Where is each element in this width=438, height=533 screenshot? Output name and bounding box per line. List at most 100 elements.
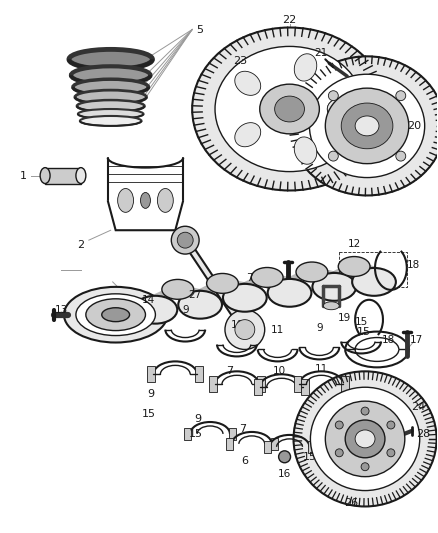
Text: 20: 20 — [407, 121, 421, 131]
Ellipse shape — [294, 54, 317, 81]
Ellipse shape — [268, 279, 311, 307]
Ellipse shape — [338, 256, 370, 277]
Bar — [195, 366, 203, 382]
Ellipse shape — [235, 123, 261, 147]
Circle shape — [235, 320, 255, 340]
Text: 14: 14 — [142, 295, 155, 305]
Ellipse shape — [157, 189, 173, 212]
Ellipse shape — [40, 168, 50, 183]
Text: 15: 15 — [357, 327, 371, 336]
Ellipse shape — [309, 74, 425, 177]
Text: 13: 13 — [54, 305, 67, 314]
Ellipse shape — [341, 103, 393, 149]
Bar — [257, 376, 265, 392]
Ellipse shape — [192, 28, 387, 190]
Ellipse shape — [325, 401, 405, 477]
Bar — [209, 376, 217, 392]
Text: 6: 6 — [241, 456, 248, 466]
Text: 18: 18 — [407, 260, 420, 270]
Text: 7: 7 — [239, 424, 247, 434]
Bar — [264, 441, 271, 453]
Ellipse shape — [71, 66, 150, 84]
Ellipse shape — [75, 90, 146, 104]
Text: 8: 8 — [301, 263, 308, 273]
Text: 26: 26 — [344, 498, 358, 508]
Ellipse shape — [162, 279, 194, 300]
Circle shape — [387, 449, 395, 457]
Ellipse shape — [80, 116, 141, 126]
Bar — [229, 428, 236, 440]
Circle shape — [335, 449, 343, 457]
Ellipse shape — [327, 98, 355, 120]
Ellipse shape — [294, 137, 317, 164]
Circle shape — [171, 226, 199, 254]
Ellipse shape — [77, 100, 145, 112]
Text: 9: 9 — [147, 389, 154, 399]
Circle shape — [361, 463, 369, 471]
Text: 5: 5 — [197, 25, 204, 35]
Text: 6: 6 — [162, 285, 169, 295]
Ellipse shape — [76, 168, 86, 183]
Bar — [148, 366, 155, 382]
Ellipse shape — [141, 192, 150, 208]
Text: 2: 2 — [78, 240, 85, 250]
Ellipse shape — [296, 262, 328, 282]
Circle shape — [279, 451, 290, 463]
Ellipse shape — [78, 109, 144, 119]
Ellipse shape — [69, 50, 152, 69]
Circle shape — [177, 232, 193, 248]
Text: 7: 7 — [246, 273, 253, 283]
Ellipse shape — [312, 273, 356, 301]
Ellipse shape — [275, 96, 304, 122]
Text: 16: 16 — [278, 469, 291, 479]
Circle shape — [396, 151, 406, 161]
Text: 9: 9 — [182, 305, 188, 314]
Text: 19: 19 — [338, 313, 351, 322]
Ellipse shape — [86, 299, 145, 330]
Bar — [339, 252, 407, 287]
Ellipse shape — [235, 71, 261, 95]
Ellipse shape — [118, 189, 134, 212]
Ellipse shape — [251, 268, 283, 287]
Ellipse shape — [293, 372, 437, 506]
Text: 9: 9 — [316, 322, 323, 333]
Bar — [301, 379, 309, 395]
Ellipse shape — [134, 296, 177, 324]
Text: 27: 27 — [188, 290, 202, 300]
Ellipse shape — [355, 116, 379, 136]
Text: 15: 15 — [141, 409, 155, 419]
Circle shape — [225, 310, 265, 350]
Ellipse shape — [355, 430, 375, 448]
Bar — [293, 376, 301, 392]
Ellipse shape — [311, 387, 420, 490]
Bar — [271, 438, 278, 450]
Ellipse shape — [64, 287, 167, 343]
Ellipse shape — [345, 420, 385, 458]
Circle shape — [387, 421, 395, 429]
Text: 9: 9 — [194, 414, 201, 424]
Circle shape — [328, 151, 338, 161]
Text: 12: 12 — [347, 239, 361, 249]
Text: 10: 10 — [273, 366, 286, 376]
Text: 15: 15 — [189, 429, 203, 439]
Text: 18: 18 — [382, 335, 396, 344]
Text: 15: 15 — [302, 452, 316, 462]
Text: 1: 1 — [20, 171, 27, 181]
Text: 10: 10 — [230, 320, 244, 329]
Bar — [341, 376, 349, 392]
Ellipse shape — [73, 79, 148, 95]
Ellipse shape — [102, 308, 130, 321]
Bar — [308, 441, 315, 453]
Text: 7: 7 — [226, 366, 233, 376]
Text: 21: 21 — [315, 49, 328, 58]
Bar — [226, 438, 233, 450]
Circle shape — [396, 91, 406, 101]
Text: 11: 11 — [271, 325, 284, 335]
Ellipse shape — [260, 84, 319, 134]
Ellipse shape — [327, 98, 355, 120]
Bar — [184, 428, 191, 440]
Text: 17: 17 — [410, 335, 424, 344]
Bar — [45, 168, 81, 183]
Ellipse shape — [290, 56, 438, 196]
Ellipse shape — [223, 284, 267, 312]
